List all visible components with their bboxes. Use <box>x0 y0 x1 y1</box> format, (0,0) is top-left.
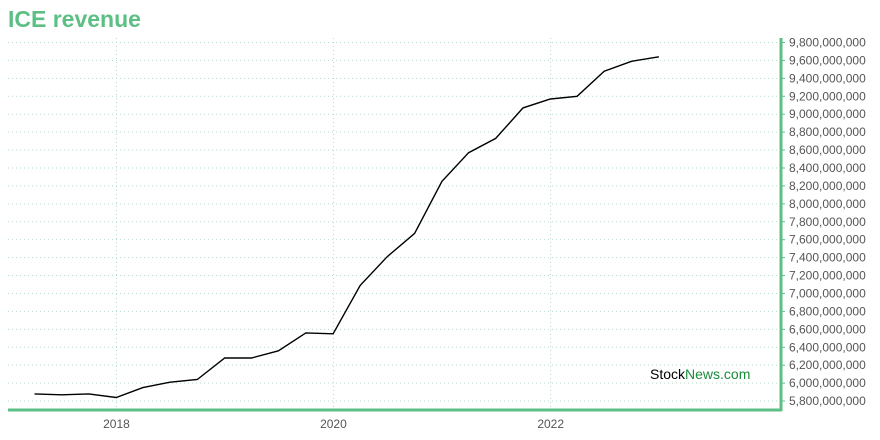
x-tick-label: 2022 <box>537 417 564 431</box>
y-tick-label: 6,200,000,000 <box>789 358 866 372</box>
watermark-news: News <box>685 366 720 382</box>
chart-title: ICE revenue <box>8 6 141 32</box>
x-axis-ticks: 2018 2020 2022 <box>103 417 564 431</box>
y-tick-label: 7,000,000,000 <box>789 286 866 300</box>
x-tick-label: 2020 <box>320 417 347 431</box>
y-axis-ticks: 5,800,000,000 6,000,000,000 6,200,000,000 6… <box>781 35 866 408</box>
y-tick-label: 7,800,000,000 <box>789 215 866 229</box>
y-tick-label: 9,200,000,000 <box>789 89 866 103</box>
watermark-dotcom: .com <box>720 366 750 382</box>
y-tick-label: 8,800,000,000 <box>789 125 866 139</box>
y-tick-label: 9,000,000,000 <box>789 107 866 121</box>
y-tick-label: 9,600,000,000 <box>789 53 866 67</box>
watermark-stock: Stock <box>650 366 686 382</box>
y-tick-label: 6,800,000,000 <box>789 304 866 318</box>
stocknews-watermark: StockNews.com <box>650 366 750 382</box>
y-tick-label: 8,200,000,000 <box>789 179 866 193</box>
y-tick-label: 6,600,000,000 <box>789 322 866 336</box>
y-tick-label: 7,600,000,000 <box>789 233 866 247</box>
y-tick-label: 7,200,000,000 <box>789 269 866 283</box>
x-tick-label: 2018 <box>103 417 130 431</box>
y-tick-label: 6,400,000,000 <box>789 340 866 354</box>
y-tick-label: 8,600,000,000 <box>789 143 866 157</box>
y-tick-label: 6,000,000,000 <box>789 376 866 390</box>
grid <box>8 38 781 410</box>
y-tick-label: 7,400,000,000 <box>789 251 866 265</box>
y-tick-label: 9,800,000,000 <box>789 35 866 49</box>
y-tick-label: 9,400,000,000 <box>789 71 866 85</box>
y-tick-label: 8,000,000,000 <box>789 197 866 211</box>
revenue-series-line <box>34 56 660 399</box>
y-tick-label: 8,400,000,000 <box>789 161 866 175</box>
y-tick-label: 5,800,000,000 <box>789 394 866 408</box>
